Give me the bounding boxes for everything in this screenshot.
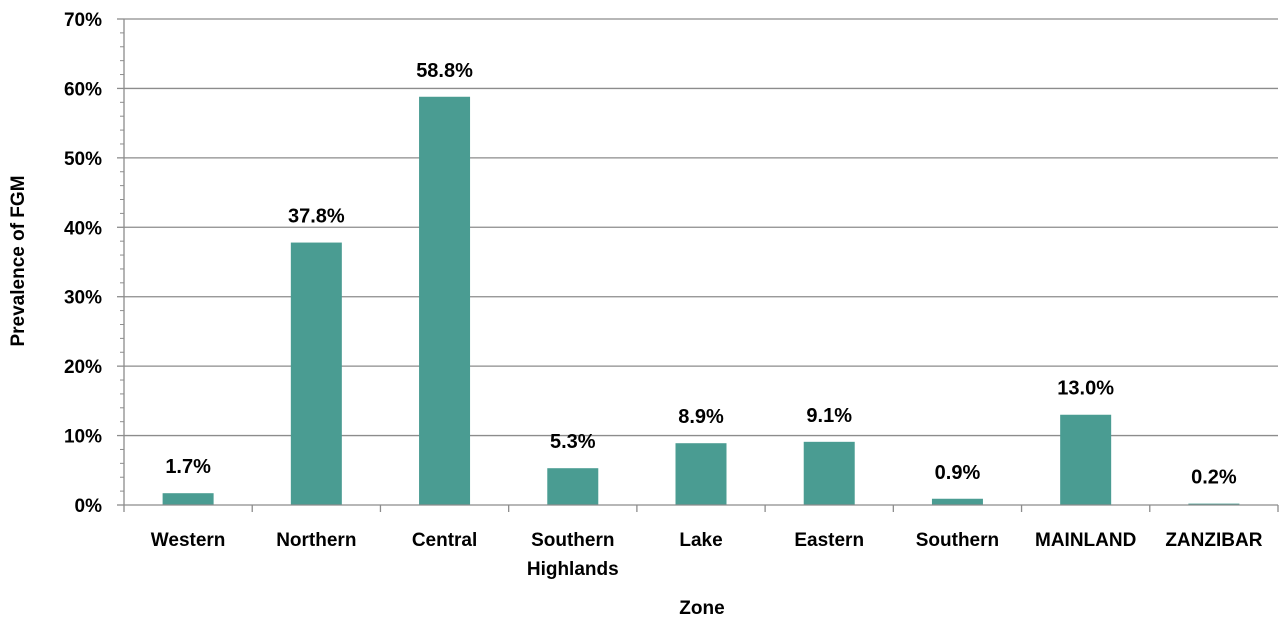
y-tick-label: 50% [64,149,102,170]
x-tick-label: Southern [531,530,614,551]
bar [1060,414,1112,505]
y-tick-label: 60% [64,79,102,100]
data-label: 1.7% [165,456,211,478]
data-label: 37.8% [288,206,345,228]
bar [1188,503,1240,505]
x-tick-label: Southern [916,530,999,551]
x-tick-label: MAINLAND [1035,530,1136,551]
x-tick-label: Lake [679,530,722,551]
bars [162,96,1240,505]
bar [290,242,342,505]
y-tick-label: 40% [64,218,102,239]
x-tick-label: Highlands [527,559,619,580]
bar [162,493,214,505]
x-tick-label: Eastern [794,530,864,551]
bar [931,498,983,505]
bar [675,443,727,505]
y-tick-label: 70% [64,10,102,31]
labels: 1.7% Western 37.8% Northern 58.8% Central 5.3%… [151,60,1263,580]
data-label: 0.9% [935,462,981,484]
axes: 0% 10% 20% 30% 40% 50% 60% 70% [64,10,1279,517]
data-label: 8.9% [678,406,724,428]
data-label: 0.2% [1191,467,1237,489]
y-axis-title: Prevalence of FGM [8,175,29,346]
bar [547,468,599,505]
data-label: 58.8% [416,60,473,82]
x-tick-label: ZANZIBAR [1165,530,1262,551]
y-tick-label: 20% [64,357,102,378]
bar [803,441,855,505]
data-label: 9.1% [806,405,852,427]
x-tick-label: Central [412,530,477,551]
x-axis-title: Zone [679,598,724,619]
data-label: 5.3% [550,431,596,453]
y-tick-label: 0% [75,496,103,517]
y-tick-label: 30% [64,288,102,309]
bar [419,96,471,505]
y-tick-label: 10% [64,427,102,448]
x-tick-label: Western [151,530,226,551]
x-tick-label: Northern [276,530,356,551]
data-label: 13.0% [1057,378,1114,400]
